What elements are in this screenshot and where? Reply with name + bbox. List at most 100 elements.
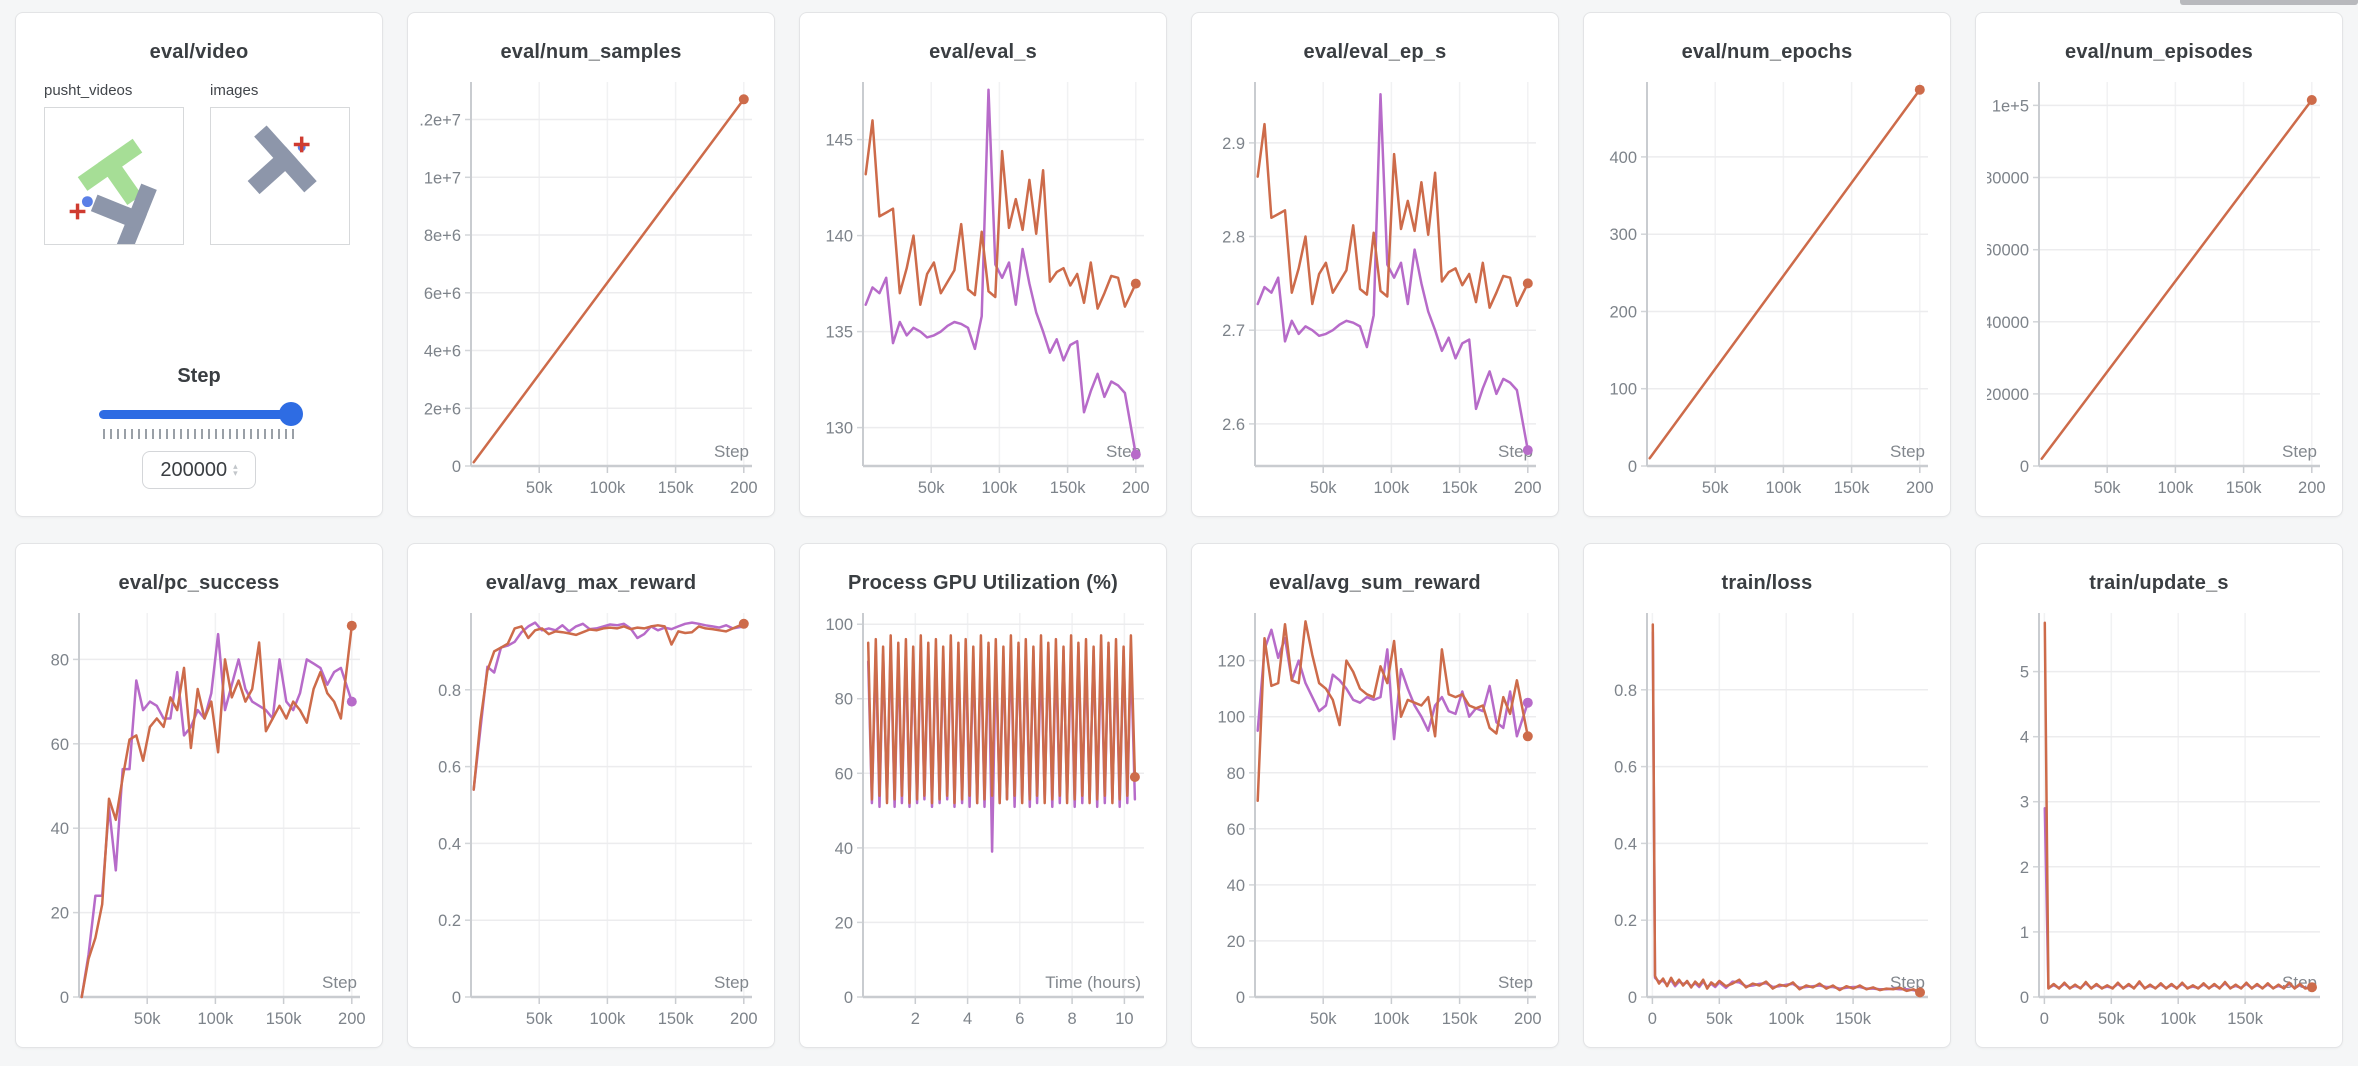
svg-text:140: 140 [825, 228, 853, 246]
panel-title: eval/eval_ep_s [1303, 41, 1447, 63]
svg-text:60: 60 [1227, 821, 1245, 839]
svg-text:1e+7: 1e+7 [424, 169, 461, 187]
images-thumbnail[interactable] [210, 107, 350, 245]
svg-text:1e+5: 1e+5 [1992, 97, 2029, 115]
svg-text:50k: 50k [2098, 1010, 2125, 1028]
svg-text:2: 2 [2020, 859, 2029, 877]
svg-text:0.6: 0.6 [438, 759, 461, 777]
panel-eval-num-samples: eval/num_samples 50k 100k 150k 200 0 2e+6 4e+6… [407, 12, 775, 517]
panel-title: eval/num_episodes [2065, 41, 2253, 63]
svg-text:150k: 150k [2227, 1010, 2264, 1028]
spinner-down-icon[interactable]: ▾ [233, 468, 238, 478]
svg-text:150k: 150k [658, 479, 695, 497]
chart-eval-num-epochs[interactable]: 50k 100k 150k 200 0 100 200 300 400 Step [1595, 72, 1939, 506]
svg-text:20: 20 [51, 905, 69, 923]
svg-text:50k: 50k [526, 1010, 553, 1028]
svg-text:2.6: 2.6 [1222, 416, 1245, 434]
svg-text:50k: 50k [134, 1010, 161, 1028]
svg-text:0: 0 [452, 989, 461, 1007]
svg-text:400: 400 [1609, 149, 1637, 167]
svg-text:135: 135 [825, 324, 853, 342]
svg-text:150k: 150k [1050, 479, 1087, 497]
step-slider[interactable] [99, 402, 303, 426]
panel-title: eval/pc_success [118, 572, 280, 594]
svg-text:80: 80 [1227, 765, 1245, 783]
svg-text:80: 80 [51, 651, 69, 669]
svg-text:40000: 40000 [1987, 314, 2029, 332]
svg-text:200: 200 [1122, 479, 1150, 497]
svg-text:150k: 150k [1442, 1010, 1479, 1028]
svg-text:150k: 150k [266, 1010, 303, 1028]
svg-text:4: 4 [963, 1010, 972, 1028]
chart-eval-num-episodes[interactable]: 50k 100k 150k 200 0 20000 40000 60000 80000 1e+5 S… [1987, 72, 2331, 506]
svg-text:2.7: 2.7 [1222, 322, 1245, 340]
svg-text:100k: 100k [2158, 479, 2195, 497]
svg-text:Step: Step [322, 973, 357, 992]
svg-text:4e+6: 4e+6 [424, 343, 461, 361]
svg-text:50k: 50k [526, 479, 553, 497]
chart-eval-avg-max-reward[interactable]: 50k 100k 150k 200 0 0.2 0.4 0.6 0.8 Step [419, 603, 763, 1037]
svg-text:50k: 50k [918, 479, 945, 497]
svg-text:100k: 100k [1374, 479, 1411, 497]
green-t-shape [77, 138, 143, 206]
step-value-input[interactable]: 200000 ▴ ▾ [142, 451, 256, 489]
spinner-up-icon[interactable]: ▴ [233, 461, 238, 471]
agent-dot [81, 196, 93, 208]
svg-text:50k: 50k [1702, 479, 1729, 497]
chart-eval-pc-success[interactable]: 50k 100k 150k 200 0 20 40 60 80 Step [27, 603, 371, 1037]
slider-tick-marks [103, 429, 295, 439]
svg-text:40: 40 [51, 820, 69, 838]
svg-text:150k: 150k [1834, 479, 1871, 497]
svg-text:100k: 100k [198, 1010, 235, 1028]
panel-title: train/loss [1721, 572, 1813, 594]
chart-eval-num-samples[interactable]: 50k 100k 150k 200 0 2e+6 4e+6 6e+6 8e+6 1e+7 1.2e+… [419, 72, 763, 506]
svg-text:6: 6 [1015, 1010, 1024, 1028]
media-figure-pusht-videos: pusht_videos [44, 82, 184, 245]
svg-text:Step: Step [1498, 973, 1533, 992]
svg-text:100: 100 [825, 616, 853, 634]
svg-text:20: 20 [835, 914, 853, 932]
scrollbar-artifact [2180, 0, 2358, 5]
svg-text:1: 1 [2020, 924, 2029, 942]
panel-title: eval/avg_sum_reward [1269, 572, 1481, 594]
svg-text:300: 300 [1609, 226, 1637, 244]
panel-title: eval/eval_s [929, 41, 1037, 63]
svg-text:80000: 80000 [1987, 170, 2029, 188]
svg-text:60: 60 [835, 765, 853, 783]
gray-t-shape [90, 183, 157, 244]
svg-text:6e+6: 6e+6 [424, 285, 461, 303]
svg-text:20: 20 [1227, 933, 1245, 951]
target-cross [69, 203, 86, 220]
svg-text:60: 60 [51, 736, 69, 754]
svg-text:0.2: 0.2 [1614, 912, 1637, 930]
panel-title: Process GPU Utilization (%) [848, 572, 1118, 594]
svg-text:8e+6: 8e+6 [424, 227, 461, 245]
svg-text:100k: 100k [1768, 1010, 1805, 1028]
svg-text:0: 0 [1628, 989, 1637, 1007]
svg-text:Step: Step [2282, 442, 2317, 461]
svg-text:200: 200 [1609, 304, 1637, 322]
svg-text:100: 100 [1217, 709, 1245, 727]
panel-title: eval/num_samples [500, 41, 682, 63]
svg-text:200: 200 [2298, 479, 2326, 497]
slider-thumb[interactable] [279, 402, 303, 426]
svg-text:200: 200 [1514, 1010, 1542, 1028]
pusht-video-thumbnail[interactable] [44, 107, 184, 245]
svg-text:Time (hours): Time (hours) [1045, 973, 1141, 992]
svg-text:0.4: 0.4 [438, 835, 461, 853]
svg-text:60000: 60000 [1987, 242, 2029, 260]
chart-eval-avg-sum-reward[interactable]: 50k 100k 150k 200 0 20 40 60 80 100 120 Step [1203, 603, 1547, 1037]
panel-title: eval/video [149, 41, 249, 63]
gray-t-shape [247, 125, 317, 195]
slider-track[interactable] [99, 410, 299, 419]
number-spinner[interactable]: ▴ ▾ [233, 461, 238, 478]
media-label: pusht_videos [44, 82, 133, 99]
panel-train-update-s: train/update_s 0 50k 100k 150k 0 1 2 3 4 5 Step [1975, 543, 2343, 1048]
svg-text:150k: 150k [2226, 479, 2263, 497]
svg-text:145: 145 [825, 132, 853, 150]
